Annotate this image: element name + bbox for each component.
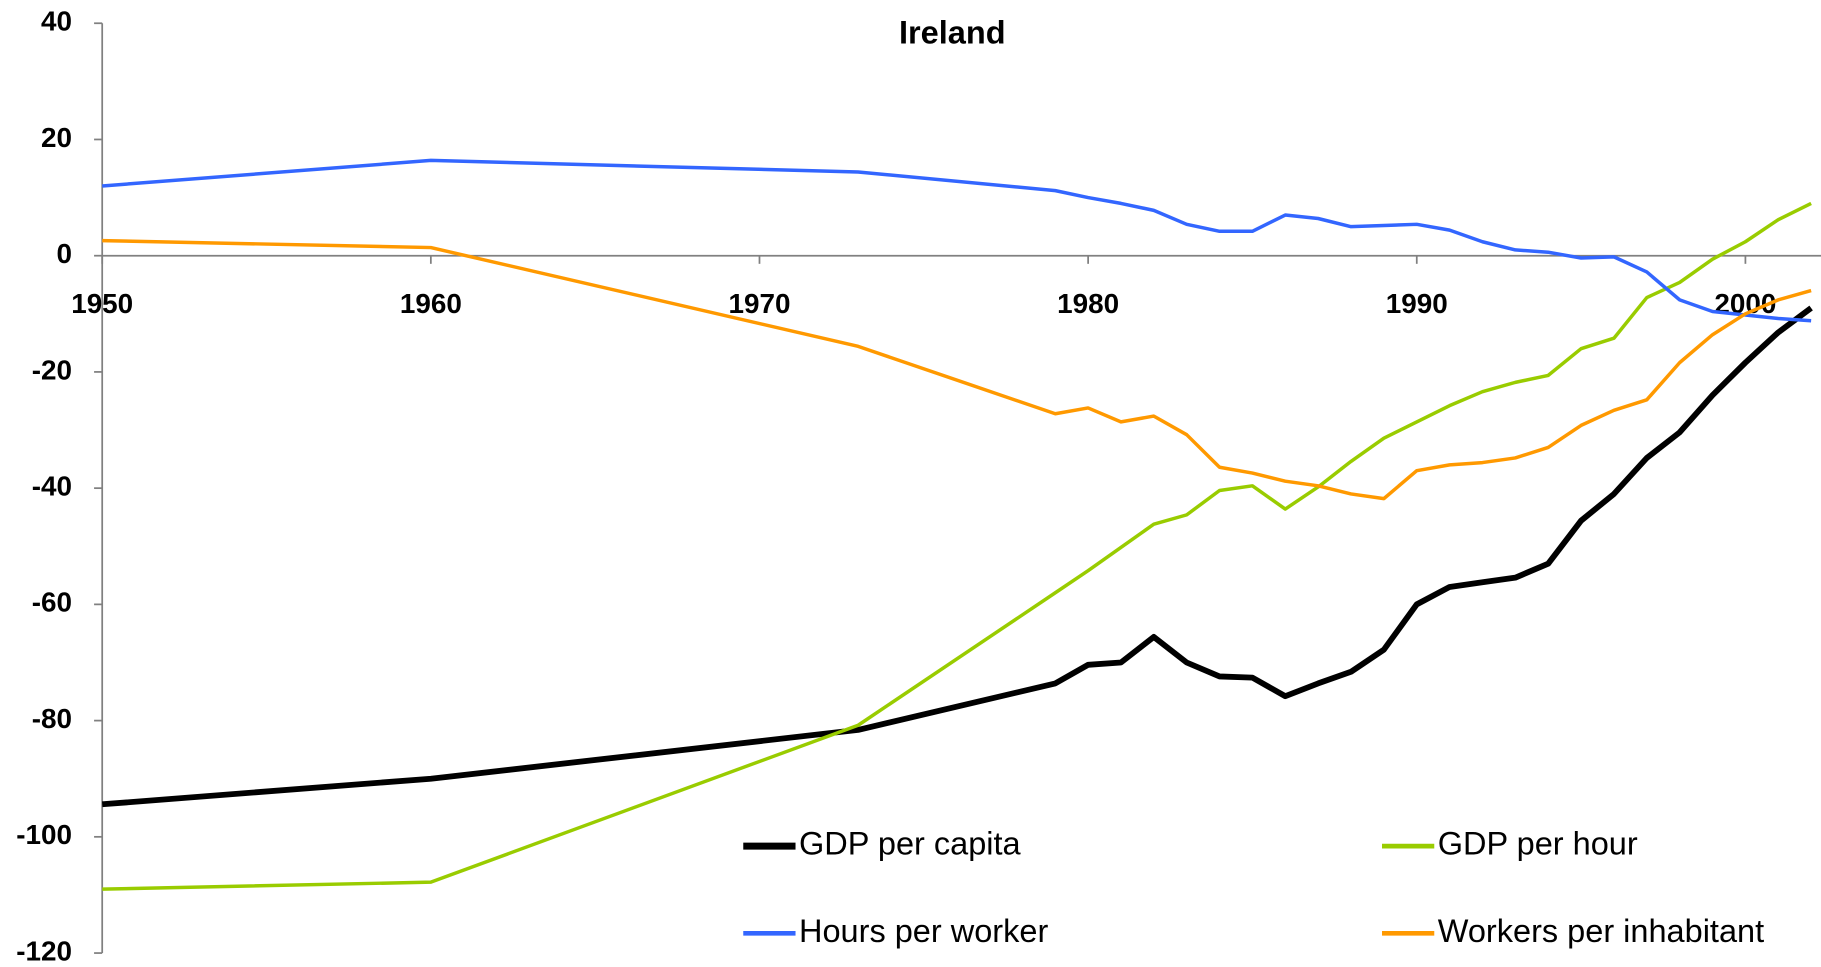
series-line: [102, 158, 1812, 323]
x-tick-label: 1990: [1386, 288, 1448, 319]
legend-label: GDP per capita: [799, 826, 1022, 862]
x-tick-label: 1970: [728, 288, 790, 319]
legend-label: GDP per hour: [1438, 826, 1638, 862]
legend-label: Hours per worker: [799, 913, 1048, 949]
y-tick-label: -60: [32, 587, 72, 618]
y-tick-label: -100: [16, 819, 72, 850]
legend-label: Workers per inhabitant: [1438, 913, 1764, 949]
series-line: [102, 238, 1812, 501]
series-line: [102, 201, 1812, 891]
x-tick-label: 1960: [400, 288, 462, 319]
y-tick-label: -20: [32, 354, 72, 385]
y-tick-label: -120: [16, 935, 72, 966]
chart-title: Ireland: [899, 14, 1006, 50]
y-tick-label: 20: [41, 122, 72, 153]
x-tick-label: 1950: [71, 288, 133, 319]
y-tick-label: 40: [41, 6, 72, 37]
y-tick-label: -80: [32, 703, 72, 734]
x-tick-label: 1980: [1057, 288, 1119, 319]
series-line: [101, 305, 1813, 808]
y-tick-label: 0: [56, 238, 72, 269]
y-tick-label: -40: [32, 471, 72, 502]
